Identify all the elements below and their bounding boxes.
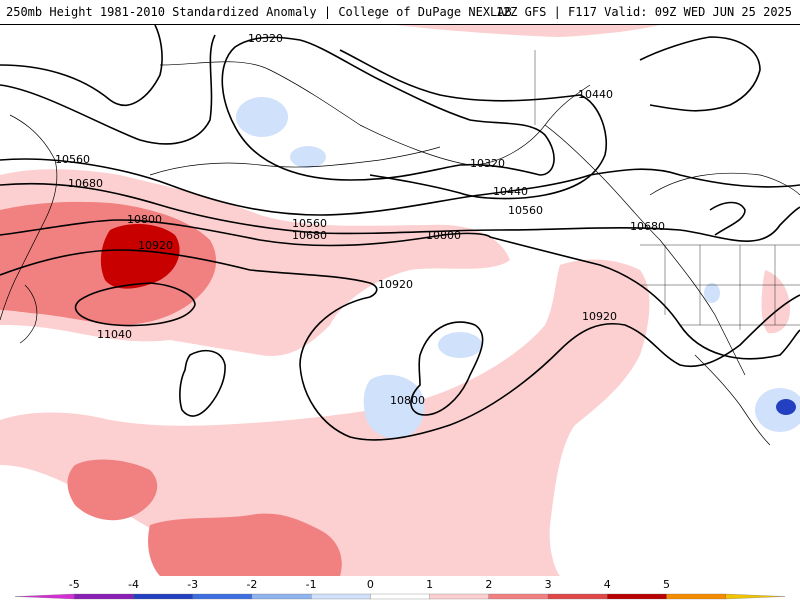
colorbar-segment <box>311 593 371 600</box>
contour-labels: 10320 10440 10560 10680 10800 10920 1104… <box>55 32 665 407</box>
anomaly-region-pos2-south-2 <box>148 513 342 576</box>
colorbar-tick-label: 2 <box>485 578 492 591</box>
contour-label-10920-center: 10920 <box>378 278 413 291</box>
contour-label-10800-left: 10800 <box>127 213 162 226</box>
contour-10320-west <box>0 25 163 106</box>
anomaly-region-neg-nw-us <box>704 283 720 303</box>
colorbar-tick-label: 0 <box>367 578 374 591</box>
us-mexico-coast <box>694 354 771 446</box>
colorbar-segment <box>133 593 193 600</box>
contour-10560 <box>0 158 800 216</box>
aleutian-chain <box>149 146 441 176</box>
contour-10440-main <box>0 34 607 200</box>
colorbar-segment <box>370 593 430 600</box>
state-borders <box>534 50 800 330</box>
anomaly-region-neg-pacific-1 <box>438 332 482 358</box>
canada-interior <box>649 172 800 196</box>
bc-coast <box>544 124 746 376</box>
anomaly-region-neg-pacific-2 <box>363 374 425 439</box>
colorbar-segments <box>14 593 786 600</box>
land-outlines <box>0 61 800 446</box>
contour-label-10560-mid: 10560 <box>508 204 543 217</box>
colorbar-segment <box>192 593 253 600</box>
anomaly-colorbar: -5 -4 -3 -2 -1 0 1 2 3 4 5 <box>14 578 786 600</box>
anomaly-region-pos-us <box>761 270 790 334</box>
contour-label-10560-center: 10560 <box>292 217 327 230</box>
colorbar-segment <box>251 593 312 600</box>
anomaly-region-pos3-core <box>100 223 180 289</box>
colorbar-ticks: -5 -4 -3 -2 -1 0 1 2 3 4 5 <box>69 578 670 591</box>
colorbar-tick-label: 3 <box>545 578 552 591</box>
anomaly-region-neg-alaska-2 <box>290 146 326 168</box>
contour-label-10440-right: 10440 <box>578 88 613 101</box>
contour-10320-alaska <box>221 36 555 181</box>
anomaly-region-neg3-mexico <box>776 399 796 415</box>
contour-label-10440-mid: 10440 <box>493 185 528 198</box>
anomaly-region-pos-north <box>395 25 660 37</box>
colorbar-segment <box>607 593 667 600</box>
model-valid-time: 12Z GFS | F117 Valid: 09Z WED JUN 25 202… <box>495 5 792 19</box>
map-title: 250mb Height 1981-2010 Standardized Anom… <box>6 5 512 19</box>
contour-label-10320-top: 10320 <box>248 32 283 45</box>
colorbar-tick-label: -3 <box>187 578 198 591</box>
colorbar-segment <box>74 593 134 600</box>
colorbar-tick-label: 5 <box>663 578 670 591</box>
colorbar-segment <box>547 593 608 600</box>
contour-label-10920-left: 10920 <box>138 239 173 252</box>
contour-10920-loop <box>299 294 800 441</box>
contour-10920-west <box>0 249 378 298</box>
contour-label-11040: 11040 <box>97 328 132 341</box>
contour-east-us <box>709 201 746 236</box>
contour-label-10680-center: 10680 <box>292 229 327 242</box>
kamchatka-coast <box>0 114 58 321</box>
contour-island-closed <box>179 349 226 417</box>
colorbar-tick-label: -2 <box>246 578 257 591</box>
japan-coast <box>19 284 38 344</box>
colorbar-tick-label: -4 <box>128 578 139 591</box>
contour-10440-right <box>639 36 761 112</box>
negative-anomaly-shading <box>236 97 800 439</box>
anomaly-region-pos2-south-1 <box>67 459 158 521</box>
height-contours <box>0 25 800 441</box>
anomaly-region-neg-alaska-1 <box>236 97 288 137</box>
contour-label-10680-right: 10680 <box>630 220 665 233</box>
contour-label-10920-right: 10920 <box>582 310 617 323</box>
positive-anomaly-shading <box>0 25 790 576</box>
colorbar-segment <box>725 593 786 600</box>
contour-label-10680-left: 10680 <box>68 177 103 190</box>
contour-label-10800-center: 10800 <box>426 229 461 242</box>
colorbar-segment <box>488 593 549 600</box>
colorbar-tick-label: 1 <box>426 578 433 591</box>
colorbar-tick-label: -1 <box>306 578 317 591</box>
contour-label-10800-pacific: 10800 <box>390 394 425 407</box>
anomaly-map: 10320 10440 10560 10680 10800 10920 1104… <box>0 25 800 576</box>
colorbar-tick-label: -5 <box>69 578 80 591</box>
contour-10800 <box>0 219 800 360</box>
contour-label-10560-left: 10560 <box>55 153 90 166</box>
anomaly-region-pos-east <box>0 259 650 576</box>
contour-label-10320-mid: 10320 <box>470 157 505 170</box>
alaska-coast <box>159 61 591 166</box>
contour-10800-pacific <box>410 321 484 416</box>
contour-11040 <box>74 282 196 327</box>
colorbar-segment <box>14 593 75 600</box>
colorbar-segment <box>429 593 489 600</box>
contour-10680 <box>0 182 800 242</box>
title-bar: 250mb Height 1981-2010 Standardized Anom… <box>0 0 800 25</box>
colorbar-segment <box>666 593 726 600</box>
colorbar-tick-label: 4 <box>604 578 611 591</box>
